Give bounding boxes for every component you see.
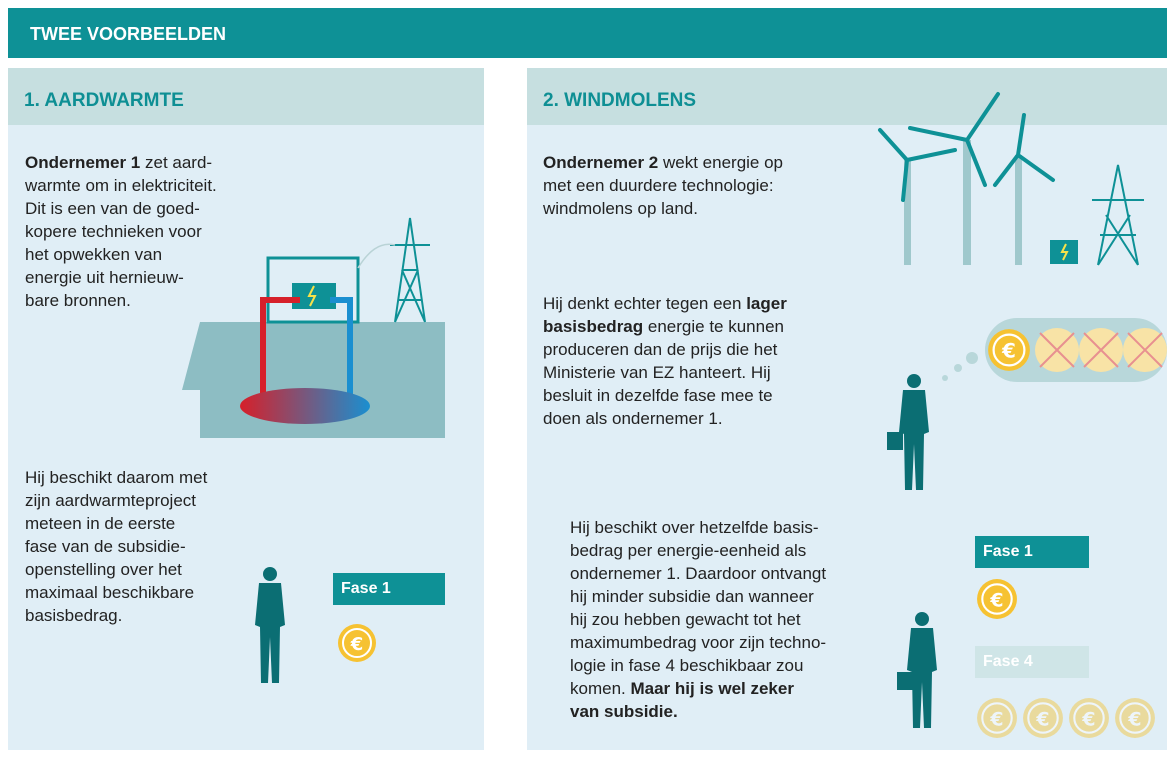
phase-box <box>975 536 1089 568</box>
text: Hij beschikt over hetzelfde basis- bedra… <box>570 518 827 698</box>
bold-text: lager basisbedrag <box>543 294 787 336</box>
bold-text: Ondernemer 2 <box>543 153 659 172</box>
text: Hij beschikt daarom met zijn aardwarmtep… <box>25 468 208 625</box>
panel-title: 1. AARDWARMTE <box>24 90 184 111</box>
paragraph: Ondernemer 2 wekt energie op met een duu… <box>543 151 783 220</box>
paragraph: Hij denkt echter tegen een lager basisbe… <box>543 292 787 430</box>
text: wekt energie op met een duurdere technol… <box>543 153 784 218</box>
text: energie te kunnen produceren dan de prij… <box>543 317 784 428</box>
panel-header <box>8 68 484 125</box>
phase-label: Fase 1 <box>983 543 1033 560</box>
phase-label: Fase 1 <box>341 580 391 597</box>
windmill-illustration <box>878 92 1144 266</box>
phase-box <box>333 573 445 605</box>
text: zet aard- warmte om in elektriciteit. Di… <box>25 153 217 310</box>
paragraph: Ondernemer 1 zet aard- warmte om in elek… <box>25 151 217 312</box>
text: Hij denkt echter tegen een <box>543 294 747 313</box>
paragraph: Hij beschikt over hetzelfde basis- bedra… <box>570 516 826 723</box>
panel-header <box>527 68 1167 125</box>
geothermal-illustration <box>182 217 445 438</box>
paragraph: Hij beschikt daarom met zijn aardwarmtep… <box>25 466 207 627</box>
phase-box <box>975 646 1089 678</box>
panel-title: 2. WINDMOLENS <box>543 90 697 111</box>
bold-text: Maar hij is wel zeker van subsidie. <box>570 679 794 721</box>
panel <box>527 68 1167 750</box>
phase-label: Fase 4 <box>983 653 1033 670</box>
header-title: TWEE VOORBEELDEN <box>30 24 227 44</box>
header-bar <box>8 8 1167 58</box>
bold-text: Ondernemer 1 <box>25 153 141 172</box>
thought-bubble <box>942 318 1167 382</box>
